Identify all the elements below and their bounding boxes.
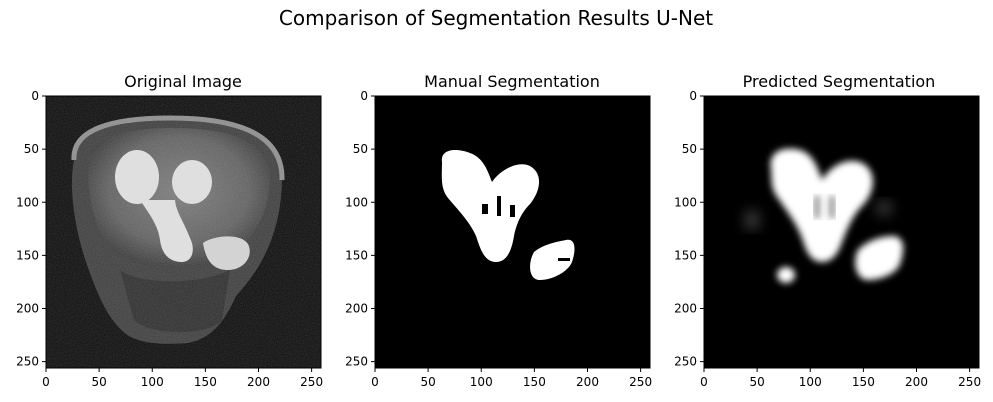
x-tick-label: 200 bbox=[576, 375, 599, 389]
x-tick-label: 150 bbox=[852, 375, 875, 389]
predicted-mask bbox=[704, 96, 979, 368]
panel-title: Manual Segmentation bbox=[424, 72, 600, 91]
x-tick-label: 50 bbox=[749, 375, 764, 389]
y-axis: 0 50 100 150 200 250 bbox=[16, 89, 46, 369]
x-tick-label: 200 bbox=[247, 375, 270, 389]
y-tick-label: 0 bbox=[31, 89, 39, 103]
y-tick-label: 100 bbox=[345, 195, 368, 209]
y-tick-label: 250 bbox=[674, 355, 697, 369]
y-tick-label: 50 bbox=[682, 142, 697, 156]
x-tick-label: 200 bbox=[905, 375, 928, 389]
figure-title: Comparison of Segmentation Results U-Net bbox=[279, 6, 713, 30]
y-tick-label: 200 bbox=[16, 302, 39, 316]
x-axis: 0 50 100 150 200 250 bbox=[42, 368, 323, 389]
x-tick-label: 50 bbox=[91, 375, 106, 389]
mri-image bbox=[46, 96, 321, 368]
y-tick-label: 150 bbox=[16, 248, 39, 262]
x-tick-label: 250 bbox=[629, 375, 652, 389]
y-axis: 0 50 100 150 200 250 bbox=[345, 89, 375, 369]
x-tick-label: 150 bbox=[194, 375, 217, 389]
y-tick-label: 200 bbox=[674, 302, 697, 316]
manual-mask bbox=[375, 96, 650, 368]
x-tick-label: 0 bbox=[371, 375, 379, 389]
x-tick-label: 100 bbox=[470, 375, 493, 389]
x-tick-label: 0 bbox=[700, 375, 708, 389]
x-tick-label: 100 bbox=[141, 375, 164, 389]
panel-manual-segmentation: Manual Segmentation 0 50 100 150 200 250 0 50 1… bbox=[345, 72, 652, 389]
x-tick-label: 0 bbox=[42, 375, 50, 389]
y-tick-label: 0 bbox=[689, 89, 697, 103]
y-tick-label: 150 bbox=[674, 248, 697, 262]
x-axis: 0 50 100 150 200 250 bbox=[371, 368, 652, 389]
y-tick-label: 250 bbox=[345, 355, 368, 369]
y-tick-label: 100 bbox=[674, 195, 697, 209]
y-tick-label: 50 bbox=[353, 142, 368, 156]
y-axis: 0 50 100 150 200 250 bbox=[674, 89, 704, 369]
x-tick-label: 250 bbox=[300, 375, 323, 389]
y-tick-label: 200 bbox=[345, 302, 368, 316]
y-tick-label: 0 bbox=[360, 89, 368, 103]
y-tick-label: 50 bbox=[24, 142, 39, 156]
panel-original-image: Original Image 0 50 100 150 200 250 0 50 100 150… bbox=[16, 72, 323, 389]
x-axis: 0 50 100 150 200 250 bbox=[700, 368, 981, 389]
panel-predicted-segmentation: Predicted Segmentation 0 50 100 150 200 250 0… bbox=[674, 72, 981, 389]
y-tick-label: 100 bbox=[16, 195, 39, 209]
y-tick-label: 250 bbox=[16, 355, 39, 369]
panel-title: Predicted Segmentation bbox=[743, 72, 936, 91]
x-tick-label: 50 bbox=[420, 375, 435, 389]
panel-title: Original Image bbox=[124, 72, 242, 91]
x-tick-label: 100 bbox=[799, 375, 822, 389]
y-tick-label: 150 bbox=[345, 248, 368, 262]
x-tick-label: 250 bbox=[958, 375, 981, 389]
x-tick-label: 150 bbox=[523, 375, 546, 389]
